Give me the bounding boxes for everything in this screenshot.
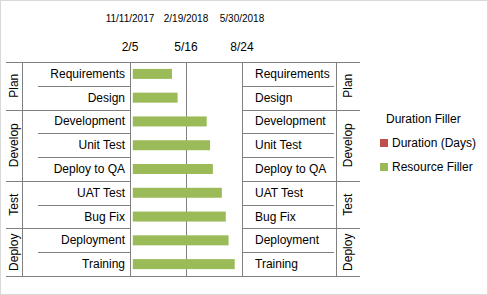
- grid-line: [242, 62, 243, 276]
- bar: [133, 188, 222, 198]
- category-label: Training: [255, 257, 298, 271]
- tick-label: 8/24: [230, 40, 254, 54]
- group-label: Plan: [7, 74, 21, 98]
- row-separator: [242, 157, 334, 158]
- category-label: UAT Test: [77, 186, 126, 200]
- group-separator: [242, 181, 360, 182]
- category-label: Deployment: [61, 233, 126, 247]
- category-label: Training: [82, 257, 125, 271]
- category-label: Design: [88, 91, 125, 105]
- axis-line: [6, 62, 360, 63]
- bar: [133, 164, 213, 174]
- row-separator: [38, 133, 130, 134]
- group-separator: [6, 110, 130, 111]
- legend-label: Resource Filler: [392, 160, 473, 174]
- chart: 2/5 5/16 8/24 11/11/2017 2/19/2018 5/30/2018 R…: [0, 0, 488, 295]
- row-separator: [38, 205, 130, 206]
- bar: [133, 259, 235, 269]
- group-label: Plan: [341, 74, 355, 98]
- row-separator: [242, 133, 334, 134]
- bars: [130, 69, 235, 269]
- tick-label: 5/16: [174, 40, 198, 54]
- row-separator: [242, 86, 334, 87]
- category-label: Unit Test: [255, 138, 302, 152]
- legend-swatch: [380, 139, 388, 147]
- bar: [130, 116, 133, 126]
- group-label: Develop: [7, 123, 21, 167]
- category-label: Requirements: [50, 67, 125, 81]
- group-label: Test: [7, 193, 21, 216]
- group-label: Deploy: [341, 234, 355, 271]
- group-separator: [6, 181, 130, 182]
- category-label: Development: [255, 114, 326, 128]
- group-label: Deploy: [7, 234, 21, 271]
- group-label: Test: [341, 193, 355, 216]
- group-separator: [242, 110, 360, 111]
- group-separator: [242, 228, 360, 229]
- row-separator: [38, 86, 130, 87]
- group-label: Develop: [341, 123, 355, 167]
- category-label: Requirements: [255, 67, 330, 81]
- bar: [130, 188, 133, 198]
- bar: [130, 93, 133, 103]
- axis-line: [6, 276, 360, 277]
- legend-label: Duration Filler: [386, 112, 461, 126]
- bar: [130, 259, 133, 269]
- category-label: Development: [54, 114, 125, 128]
- separator: [22, 62, 23, 276]
- category-label: Bug Fix: [255, 210, 296, 224]
- row-separator: [38, 157, 130, 158]
- row-separator: [242, 252, 334, 253]
- bar: [133, 93, 178, 103]
- grid-line: [130, 62, 131, 276]
- category-label: Design: [255, 91, 292, 105]
- tick-label: 2/5: [122, 40, 139, 54]
- category-label: Deploy to QA: [255, 162, 326, 176]
- tick-label: 5/30/2018: [220, 13, 265, 24]
- legend-label: Duration (Days): [392, 136, 476, 150]
- bar: [133, 212, 226, 222]
- bar: [133, 116, 207, 126]
- bar: [130, 140, 133, 150]
- tick-label: 11/11/2017: [106, 13, 155, 24]
- group-separator: [6, 228, 130, 229]
- bar: [130, 69, 133, 79]
- category-label: Bug Fix: [84, 210, 125, 224]
- tick-label: 2/19/2018: [164, 13, 209, 24]
- row-separator: [38, 252, 130, 253]
- bar: [133, 69, 172, 79]
- bar: [130, 235, 133, 245]
- category-label: Deploy to QA: [54, 162, 125, 176]
- bar: [133, 235, 229, 245]
- bar: [130, 164, 133, 174]
- bar: [133, 140, 210, 150]
- category-label: Unit Test: [79, 138, 126, 152]
- category-label: UAT Test: [255, 186, 304, 200]
- legend-swatch: [380, 163, 388, 171]
- separator: [336, 62, 337, 276]
- row-separator: [242, 205, 334, 206]
- category-label: Deployment: [255, 233, 320, 247]
- bar: [130, 212, 133, 222]
- chart-area: [1, 1, 488, 295]
